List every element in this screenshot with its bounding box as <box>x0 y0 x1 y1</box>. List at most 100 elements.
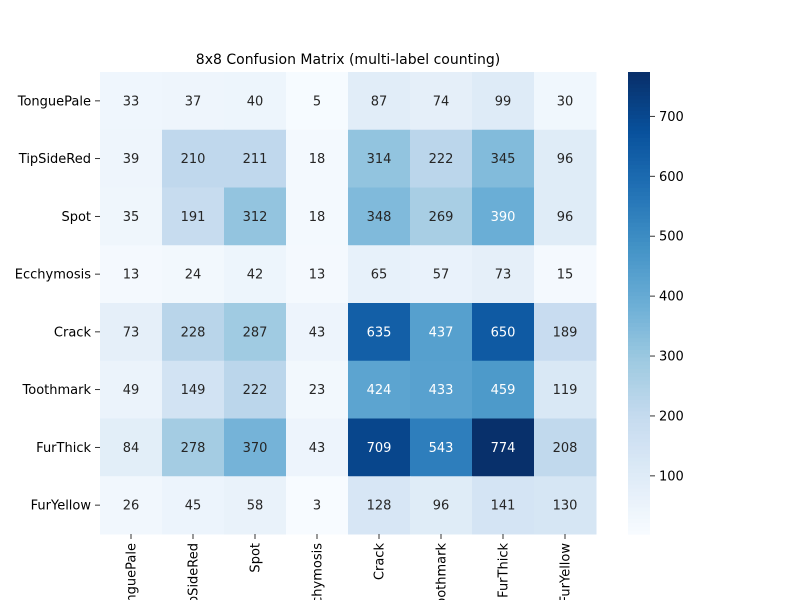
colorbar-gradient-strip <box>628 256 650 262</box>
colorbar-gradient-strip <box>628 406 650 412</box>
colorbar-gradient-strip <box>628 433 650 439</box>
colorbar-gradient-strip <box>628 206 650 212</box>
heatmap-cell <box>410 72 473 131</box>
colorbar-gradient-strip <box>628 264 650 269</box>
colorbar-gradient-strip <box>628 341 650 346</box>
heatmap-cell <box>286 245 349 304</box>
cell-value-label: 635 <box>367 325 392 340</box>
colorbar-gradient-strip <box>628 195 650 200</box>
colorbar-gradient-strip <box>628 156 650 162</box>
heatmap-cell <box>100 418 163 477</box>
cell-value-label: 24 <box>185 268 202 283</box>
colorbar-gradient-strip <box>628 426 650 431</box>
heatmap-cell <box>286 129 349 188</box>
colorbar-gradient-strip <box>628 449 650 454</box>
colorbar-tick-label: 500 <box>659 230 684 245</box>
cell-value-label: 149 <box>181 383 206 398</box>
heatmap-cell <box>162 476 225 535</box>
colorbar-gradient-strip <box>628 460 650 466</box>
colorbar-gradient-strip <box>628 414 650 420</box>
colorbar-gradient-strip <box>628 122 650 127</box>
colorbar-gradient-strip <box>628 102 650 108</box>
colorbar-gradient-strip <box>628 218 650 223</box>
colorbar-gradient-strip <box>628 133 650 139</box>
cell-value-label: 15 <box>557 268 574 283</box>
colorbar-gradient-strip <box>628 179 650 185</box>
colorbar-gradient-strip <box>628 430 650 435</box>
cell-value-label: 49 <box>123 383 140 398</box>
heatmap-cell <box>100 245 163 304</box>
colorbar-gradient-strip <box>628 252 650 258</box>
heatmap-cell <box>472 129 535 188</box>
cell-value-label: 314 <box>367 152 392 167</box>
colorbar-gradient-strip <box>628 422 650 427</box>
cell-value-label: 33 <box>123 94 140 109</box>
colorbar-gradient-strip <box>628 526 650 531</box>
heatmap-cell <box>162 360 225 419</box>
colorbar-gradient-strip <box>628 514 650 520</box>
colorbar-gradient-strip <box>628 437 650 443</box>
colorbar-gradient-strip <box>628 353 650 358</box>
colorbar-gradient-strip <box>628 83 650 88</box>
heatmap-cell <box>534 129 597 188</box>
colorbar-gradient-strip <box>628 191 650 196</box>
cell-value-label: 45 <box>185 499 202 514</box>
colorbar-gradient-strip <box>628 522 650 527</box>
colorbar-gradient-strip <box>628 445 650 450</box>
heatmap-cell <box>162 418 225 477</box>
x-tick-label: FurThick <box>497 543 512 598</box>
heatmap-cell <box>286 72 349 131</box>
heatmap-cell <box>534 418 597 477</box>
heatmap-cell <box>534 303 597 362</box>
cell-value-label: 210 <box>181 152 206 167</box>
colorbar-gradient-strip <box>628 476 650 481</box>
colorbar-gradient-strip <box>628 210 650 216</box>
cell-value-label: 312 <box>243 210 268 225</box>
cell-value-label: 228 <box>181 325 206 340</box>
x-axis-tick-labels: TonguePale TipSideRed Spot Ecchymosis Crack T… <box>125 534 574 600</box>
colorbar-gradient-strip <box>628 380 650 385</box>
colorbar-gradient-strip <box>628 383 650 389</box>
colorbar-gradient-strip <box>628 457 650 462</box>
colorbar-gradient-strip <box>628 518 650 524</box>
cell-value-label: 459 <box>491 383 516 398</box>
heatmap-cell <box>286 187 349 246</box>
heatmap-cell <box>410 129 473 188</box>
x-tick-label: Spot <box>249 543 264 573</box>
colorbar-gradient-strip <box>628 141 650 146</box>
cell-value-label: 73 <box>495 268 512 283</box>
colorbar-gradient-strip <box>628 214 650 219</box>
cell-value-label: 39 <box>123 152 140 167</box>
colorbar-tick-label: 100 <box>659 469 684 484</box>
cell-value-label: 191 <box>181 210 206 225</box>
cell-value-label: 96 <box>557 210 574 225</box>
heatmap-cell <box>286 476 349 535</box>
colorbar-gradient-strip <box>628 118 650 123</box>
colorbar-gradient-strip <box>628 372 650 377</box>
cell-value-label: 18 <box>309 210 326 225</box>
colorbar-gradient-strip <box>628 318 650 323</box>
heatmap-cell <box>472 360 535 419</box>
heatmap-cell <box>224 72 287 131</box>
colorbar-gradient-strip <box>628 530 650 535</box>
heatmap-cell <box>162 245 225 304</box>
y-tick-label: TipSideRed <box>18 152 91 167</box>
heatmap-cell <box>224 245 287 304</box>
heatmap-cell <box>534 360 597 419</box>
y-tick-label: FurThick <box>36 441 91 456</box>
colorbar-gradient-strip <box>628 326 650 331</box>
colorbar-gradient-strip <box>628 499 650 504</box>
heatmap-cell <box>286 360 349 419</box>
colorbar-gradient-strip <box>628 137 650 142</box>
colorbar-gradient-strip <box>628 306 650 312</box>
y-tick-label: Toothmark <box>22 383 92 398</box>
colorbar-gradient-strip <box>628 91 650 96</box>
cell-value-label: 43 <box>309 325 326 340</box>
colorbar-gradient-strip <box>628 483 650 489</box>
colorbar-gradient-strip <box>628 152 650 158</box>
cell-value-label: 13 <box>309 268 326 283</box>
colorbar-gradient-strip <box>628 287 650 293</box>
y-tick-label: TonguePale <box>17 94 91 109</box>
heatmap-cell <box>410 418 473 477</box>
